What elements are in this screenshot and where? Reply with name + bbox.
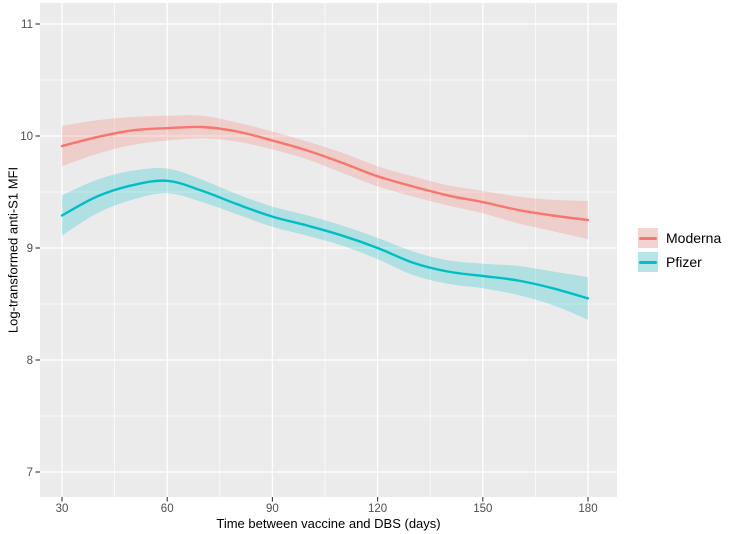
legend-key-pfizer-swatch — [638, 252, 658, 272]
x-tick-label: 120 — [368, 503, 387, 515]
moderna-ribbon — [62, 115, 588, 239]
x-tick-label: 150 — [473, 503, 492, 515]
y-tick-label: 8 — [27, 355, 33, 367]
x-axis-title: Time between vaccine and DBS (days) — [216, 516, 441, 531]
moderna-line — [60, 125, 590, 222]
pfizer-line-swatch — [639, 260, 657, 264]
y-axis-title: Log-transformed anti-S1 MFI — [5, 166, 21, 334]
x-tick-label: 60 — [161, 503, 174, 515]
y-tick-label: 11 — [21, 19, 33, 31]
y-tick-label: 10 — [20, 131, 33, 143]
legend-label-pfizer: Pfizer — [666, 254, 702, 270]
x-tick-label: 180 — [578, 503, 597, 515]
y-tick-label: 9 — [27, 243, 33, 255]
x-tick-label: 30 — [56, 503, 69, 515]
legend-item-pfizer: Pfizer — [638, 252, 721, 272]
moderna-line-swatch — [639, 236, 657, 240]
pfizer-ribbon — [62, 167, 588, 320]
plot-panel — [40, 3, 617, 497]
legend-label-moderna: Moderna — [666, 230, 722, 246]
pfizer-line — [60, 179, 590, 300]
x-tick-label: 90 — [266, 503, 279, 515]
y-tick-label: 7 — [27, 467, 33, 479]
legend-item-moderna: Moderna — [638, 228, 721, 248]
legend-key-moderna-swatch — [638, 228, 658, 248]
legend: Moderna Pfizer — [638, 228, 721, 276]
